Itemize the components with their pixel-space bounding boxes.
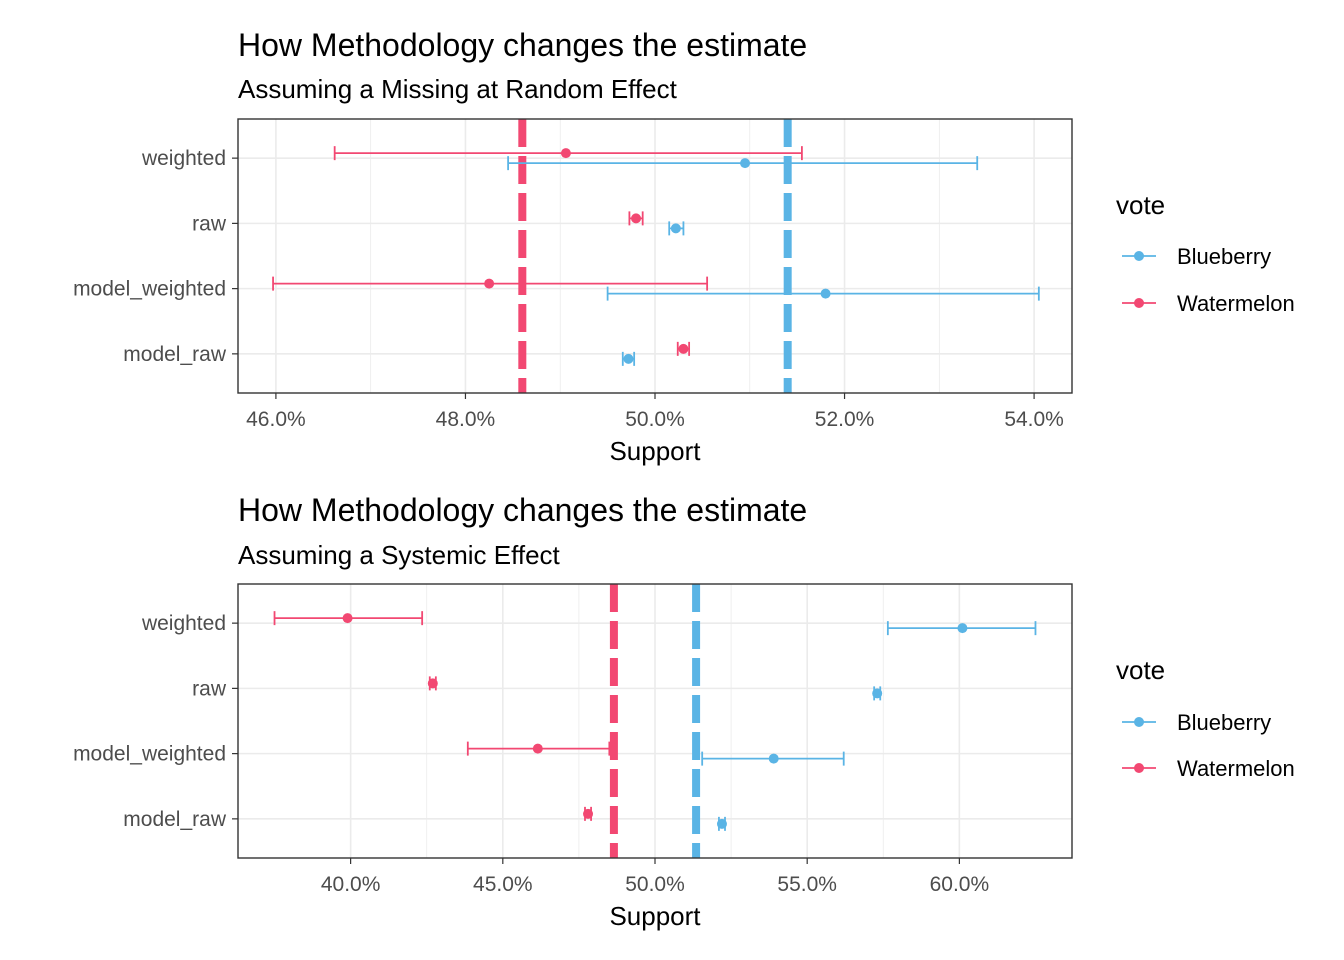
y-tick-label: model_raw [123, 808, 227, 831]
data-point [427, 678, 438, 689]
chart-subtitle: Assuming a Missing at Random Effect [238, 74, 678, 104]
legend: vote Blueberry Watermelon [1116, 655, 1295, 781]
data-point [532, 743, 543, 754]
data-point [484, 278, 495, 289]
legend-key-point [1134, 298, 1144, 308]
data-point [716, 818, 727, 829]
x-tick-label: 48.0% [436, 408, 496, 431]
x-axis-title: Support [609, 901, 701, 931]
y-tick-label: raw [192, 677, 227, 700]
x-tick-label: 55.0% [777, 873, 837, 896]
data-point [872, 688, 883, 699]
chart-panel-1: How Methodology changes the estimate Assu… [73, 27, 1295, 466]
x-axis-title: Support [609, 436, 701, 466]
x-tick-label: 46.0% [246, 408, 306, 431]
y-tick-label: model_weighted [73, 743, 226, 766]
legend-label: Blueberry [1177, 244, 1271, 269]
x-tick-label: 45.0% [473, 873, 533, 896]
legend-key-point [1134, 251, 1144, 261]
y-tick-label: weighted [141, 147, 226, 170]
legend-label: Watermelon [1177, 291, 1295, 316]
chart-title: How Methodology changes the estimate [238, 27, 807, 63]
data-point [670, 223, 681, 234]
data-point [678, 343, 689, 354]
data-point [583, 808, 594, 819]
x-tick-label: 60.0% [930, 873, 990, 896]
y-tick-label: model_weighted [73, 278, 226, 301]
data-point [957, 623, 968, 634]
data-point [768, 753, 779, 764]
y-tick-label: raw [192, 212, 227, 235]
x-tick-label: 50.0% [625, 873, 685, 896]
chart-panel-2: How Methodology changes the estimate Assu… [73, 492, 1295, 931]
legend-label: Blueberry [1177, 710, 1271, 735]
x-tick-label: 40.0% [321, 873, 381, 896]
y-tick-label: weighted [141, 612, 226, 635]
x-tick-label: 50.0% [625, 408, 685, 431]
legend-key-point [1134, 763, 1144, 773]
data-point [631, 213, 642, 224]
legend-key-point [1134, 717, 1144, 727]
x-tick-label: 52.0% [815, 408, 875, 431]
data-point [342, 613, 353, 624]
legend-label: Watermelon [1177, 756, 1295, 781]
data-point [560, 148, 571, 159]
data-point [740, 158, 751, 169]
x-tick-label: 54.0% [1004, 408, 1064, 431]
legend: vote Blueberry Watermelon [1116, 190, 1295, 316]
data-point [820, 288, 831, 299]
data-point [623, 353, 634, 364]
legend-title: vote [1116, 655, 1165, 685]
y-tick-label: model_raw [123, 343, 227, 366]
chart-subtitle: Assuming a Systemic Effect [238, 540, 561, 570]
legend-title: vote [1116, 190, 1165, 220]
chart-title: How Methodology changes the estimate [238, 492, 807, 528]
